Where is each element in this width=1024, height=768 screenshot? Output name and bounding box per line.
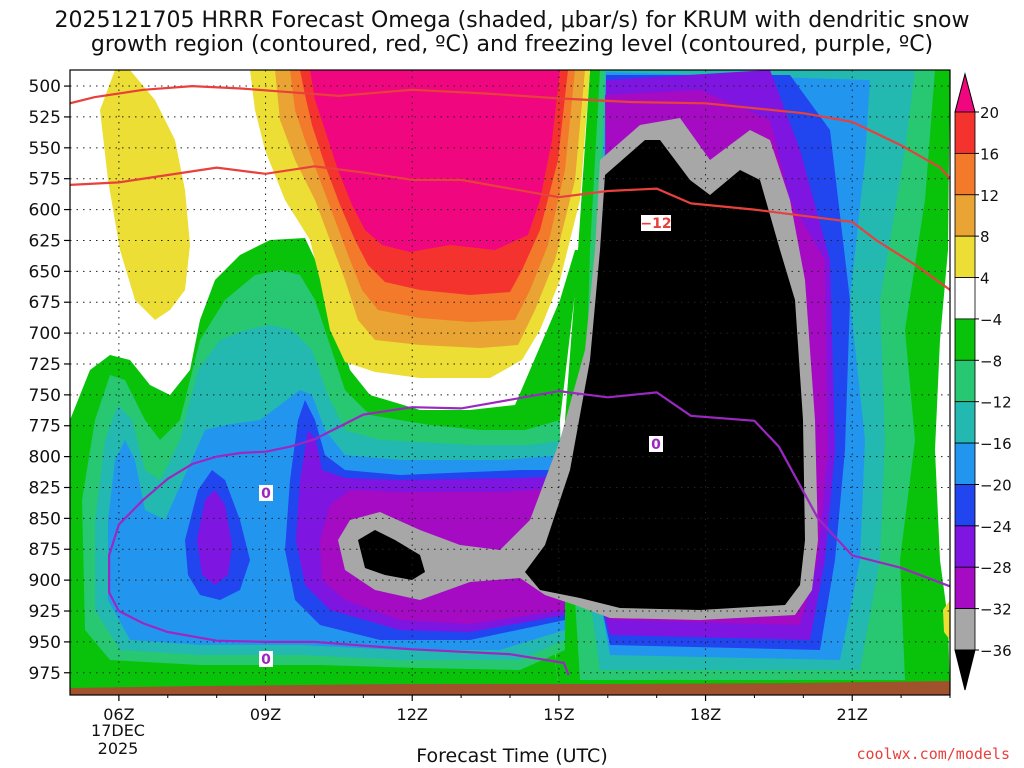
y-tick-label: 675: [29, 293, 61, 313]
y-tick-label: 750: [29, 386, 61, 406]
colorbar-label: 16: [980, 145, 999, 163]
colorbar-label: −8: [980, 352, 1002, 370]
omega-contour-pos20: [310, 70, 560, 252]
colorbar-swatch: [954, 442, 976, 485]
colorbar-bottom-arrow: [954, 649, 976, 691]
chart-title-line-1: 2025121705 HRRR Forecast Omega (shaded, …: [54, 8, 970, 33]
colorbar-swatch: [954, 525, 976, 568]
colorbar-swatch: [954, 318, 976, 361]
dgz-label-bg: [641, 215, 671, 231]
x-tick-label: 12Z: [397, 705, 428, 724]
y-tick-label: 725: [29, 355, 61, 375]
colorbar-swatch: [954, 277, 976, 320]
contour-labels: −12 0 0 0: [259, 215, 672, 668]
x-tick-label: 18Z: [690, 705, 721, 724]
colorbar-swatch: [954, 235, 976, 278]
y-tick-label: 900: [29, 571, 61, 591]
colorbar-label: −12: [980, 394, 1012, 412]
x-date-label-year: 2025: [98, 739, 139, 758]
freezing-label-bg-2: [259, 485, 273, 501]
colorbar-swatch: [954, 359, 976, 403]
freezing-label-bg-3: [259, 651, 273, 667]
colorbar-swatch: [954, 152, 976, 196]
y-tick-label: 925: [29, 602, 61, 622]
y-tick-label: 650: [29, 262, 61, 282]
omega-contour-pos4-right-edge: [943, 600, 950, 640]
x-tick-label: 06Z: [103, 705, 134, 724]
y-tick-label: 575: [29, 170, 61, 190]
colorbar-swatch: [954, 608, 976, 651]
colorbar-label: −32: [980, 601, 1012, 619]
colorbar-label: −36: [980, 642, 1012, 660]
dgz-lower-contour-line: [70, 165, 950, 291]
y-tick-label: 875: [29, 540, 61, 560]
colorbar-label: 20: [980, 104, 999, 122]
colorbar-label: −4: [980, 311, 1002, 329]
colorbar-swatch: [954, 484, 976, 527]
colorbar-label: −28: [980, 559, 1012, 577]
colorbar-swatch: [954, 566, 976, 610]
colorbar-swatch: [954, 111, 976, 154]
freezing-label-bg-1: [649, 436, 663, 452]
y-tick-label: 775: [29, 417, 61, 437]
y-tick-label: 825: [29, 478, 61, 498]
contour-lines: [70, 84, 950, 676]
colorbar-label: 4: [980, 270, 990, 288]
dgz-upper-contour-label: −12: [640, 216, 671, 232]
colorbar-swatch: [954, 401, 976, 444]
chart-title-line-2: growth region (contoured, red, ºC) and f…: [90, 32, 934, 57]
freezing-upper-contour-label: 0: [651, 437, 661, 453]
x-date-label-day: 17DEC: [91, 721, 145, 740]
colorbar-label: −24: [980, 518, 1012, 536]
colorbar-top-arrow: [954, 72, 976, 113]
colorbar-swatch: [954, 194, 976, 237]
y-tick-label: 600: [29, 201, 61, 221]
y-tick-label: 850: [29, 509, 61, 529]
colorbar-label: 8: [980, 228, 990, 246]
y-tick-label: 800: [29, 448, 61, 468]
credit-text: coolwx.com/models: [856, 745, 1010, 763]
y-tick-label: 525: [29, 108, 61, 128]
y-tick-label: 700: [29, 324, 61, 344]
omega-contour-pos4-left-lens: [100, 70, 190, 320]
omega-contour-neg36: [358, 140, 805, 610]
y-tick-label: 500: [29, 77, 61, 97]
y-axis: 500 525 550 575 600 625 650 675 700 725 750 775 800 8…: [29, 77, 70, 684]
colorbar-label: 12: [980, 187, 999, 205]
colorbar-label: −20: [980, 476, 1012, 494]
y-tick-label: 950: [29, 633, 61, 653]
x-axis: 06Z 09Z 12Z 15Z 18Z 21Z: [103, 695, 951, 724]
dgz-upper-contour-line: [70, 84, 950, 180]
y-tick-label: 975: [29, 664, 61, 684]
x-tick-label: 15Z: [543, 705, 574, 724]
freezing-level-contour-line: [108, 389, 950, 676]
terrain-ground: [70, 681, 950, 695]
colorbar: 20 16 12 8 4 −4 −8 −12 −16 −20 −24 −28 −32 −36: [954, 72, 1012, 691]
x-tick-label: 09Z: [250, 705, 281, 724]
grid-lines: [70, 70, 950, 695]
y-tick-label: 550: [29, 139, 61, 159]
freezing-mid-contour-label: 0: [261, 486, 271, 502]
x-tick-label: 21Z: [837, 705, 868, 724]
y-tick-label: 625: [29, 231, 61, 251]
colorbar-label: −16: [980, 435, 1012, 453]
freezing-lower-contour-label: 0: [261, 652, 271, 668]
x-axis-title: Forecast Time (UTC): [416, 745, 608, 767]
